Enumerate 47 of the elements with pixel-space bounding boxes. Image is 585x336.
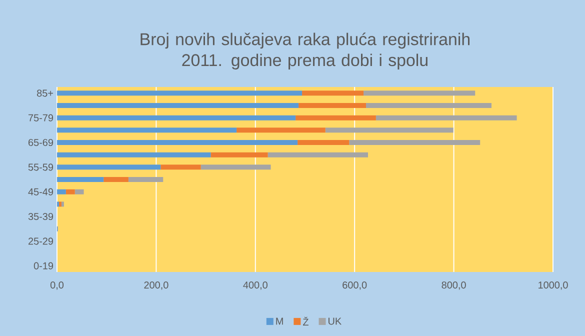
x-tick-label: 800,0	[442, 282, 466, 290]
bar	[296, 115, 376, 120]
legend-label: UK	[328, 318, 342, 325]
x-tick-label: 0,0	[50, 282, 64, 290]
bar	[298, 103, 366, 108]
bar	[302, 90, 364, 96]
bar	[57, 103, 299, 108]
y-tick-label: 0-19	[34, 262, 54, 270]
bar	[349, 140, 480, 146]
bar	[61, 202, 64, 207]
y-tick-label: 75-79	[28, 114, 54, 122]
bar	[160, 164, 201, 170]
bar	[366, 103, 492, 108]
bar	[58, 202, 62, 207]
bar	[298, 140, 350, 146]
bar	[104, 177, 128, 182]
bar	[376, 115, 517, 120]
x-tick-label: 1000,0	[538, 282, 568, 290]
bar	[210, 152, 268, 158]
bar	[364, 90, 476, 96]
y-tick-label: 85+	[37, 90, 53, 97]
bar	[57, 152, 211, 158]
bar	[57, 90, 302, 96]
y-tick-label: 35-39	[28, 212, 54, 220]
y-tick-label: 55-59	[28, 164, 54, 171]
bar	[57, 115, 296, 120]
bar	[236, 128, 326, 133]
bar	[57, 164, 161, 170]
y-tick-label: 45-49	[28, 188, 54, 196]
legend-label: M	[276, 318, 283, 325]
bar	[57, 140, 298, 146]
bar	[74, 189, 84, 194]
bar	[66, 189, 75, 194]
chart-title: Broj novih slučajeva raka pluća registriranih 2011. godine prema dobi i spolu	[140, 32, 470, 70]
bar	[57, 128, 237, 133]
y-tick-label: 25-29	[28, 238, 54, 245]
legend-label: Ž	[303, 316, 308, 326]
y-tick-label: 65-69	[28, 138, 54, 146]
x-tick-label: 400,0	[243, 282, 268, 290]
bar	[128, 177, 164, 182]
x-tick-label: 600,0	[342, 282, 367, 290]
bar	[57, 189, 66, 194]
bar	[57, 177, 104, 182]
x-tick-label: 200,0	[144, 282, 168, 290]
bar	[200, 164, 271, 170]
bar	[268, 152, 368, 158]
bar	[325, 128, 454, 133]
